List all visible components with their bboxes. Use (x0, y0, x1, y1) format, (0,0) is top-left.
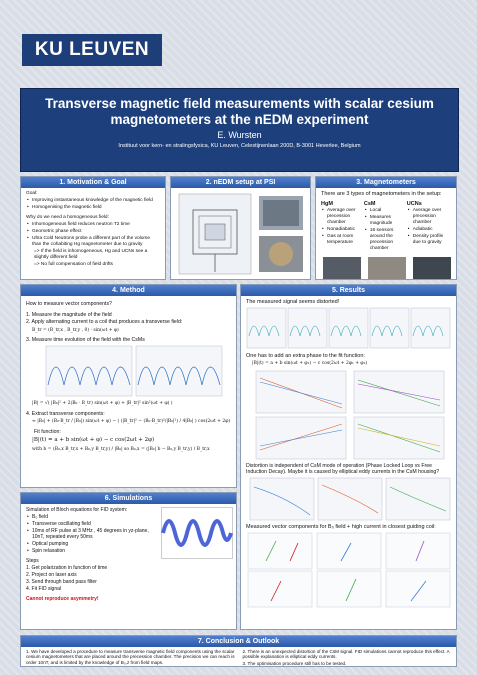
text: 4. Fit FID signal (26, 586, 62, 592)
bullet: Nonadiabatic (321, 227, 361, 233)
bullet: Local (364, 208, 404, 214)
section-title: 6. Simulations (21, 493, 236, 504)
text: 1. Measure the magnitude of the field (26, 311, 112, 318)
bullet: Inhomogeneous field reduces neutron T2 t… (26, 222, 160, 228)
bullet: Average over precession chamber (321, 208, 361, 226)
bullet: Measures magnitude (364, 215, 404, 227)
section-title: 4. Method (21, 285, 236, 296)
setup-diagram (178, 193, 303, 275)
text: Measured vector components for B₀ field … (246, 523, 436, 530)
text: 3. Measure time evolution of the field w… (26, 337, 145, 343)
text: => If the field is inhomogeneous, Hg and… (34, 249, 148, 260)
signal-plots (246, 307, 451, 349)
text: Steps (26, 558, 39, 564)
text: Fit function: (34, 428, 61, 435)
warning: Cannot reproduce asymmetry! (26, 596, 99, 602)
section-simulations: 6. Simulations Simulation of Bloch equat… (20, 492, 237, 630)
magnetometer-photos (323, 257, 451, 279)
institute: Instituut voor kern- en stralingsfysica,… (118, 143, 361, 149)
column-title: UCNs (406, 201, 422, 207)
section-title: 5. Results (241, 285, 456, 296)
bullet: Average over precession chamber (407, 208, 447, 226)
text: 3. Send through band pass filter (26, 579, 97, 585)
title: Transverse magnetic field measurements w… (45, 96, 434, 127)
text: Simulation of Bloch equations for FID sy… (26, 507, 128, 513)
equation: |B|(t) = a + b sin(ωt + φ) − c cos(2ωt +… (32, 437, 155, 443)
bullet: 16 sensors around the precession chamber (364, 228, 404, 252)
bullet: Homogenising the magnetic field (26, 205, 160, 211)
bullet: Density profile due to gravity (407, 234, 447, 246)
simulation-plot (161, 507, 233, 559)
equation: with b = (B₀,x B_tr,x + B₀,y B_tr,y) / |… (32, 446, 210, 452)
column-title: HgM (321, 201, 333, 207)
column-title: CsM (363, 201, 376, 207)
bullet: Optical pumping (26, 541, 156, 547)
equation: |B| = √( |B₀|² + 2(B₀ · B_tr) sin(ωt + φ… (32, 401, 173, 406)
bullet: Improving instantaneous knowledge of the… (26, 198, 160, 204)
section-motivation: 1. Motivation & Goal Goal: Improving ins… (20, 176, 166, 280)
section-results: 5. Results The measured signal seems dis… (240, 284, 457, 630)
text: Distortion is independent of CsM mode of… (246, 463, 440, 476)
text: Goal: (26, 191, 38, 196)
bullet: Gas at room temperature (321, 234, 361, 246)
text: => No full compensation of field drifts (34, 262, 113, 267)
bullet: 10ms of RF pulse at 3 MHz , 45 degrees i… (26, 528, 156, 540)
section-setup: 2. nEDM setup at PSI (170, 176, 311, 280)
equation: |B|(t) = a + b sin(ωt + φ₁) − c cos(2ωt … (252, 361, 368, 366)
text: Why do we need a homogeneous field: (26, 215, 109, 220)
equation: B_tr = (B_tr,x , B_tr,y , 0) · sin(ωt + … (32, 327, 119, 333)
text: There are 3 types of magnetometers in th… (321, 191, 442, 197)
section-conclusion: 7. Conclusion & Outlook 1. We have devel… (20, 635, 457, 667)
method-plots (45, 345, 223, 396)
fit-plots (255, 370, 445, 460)
text: 3. The optimisation procedure still has … (242, 660, 347, 666)
bullet: Spin relaxation (26, 548, 156, 554)
section-title: 7. Conclusion & Outlook (21, 636, 456, 647)
section-method: 4. Method How to measure vector componen… (20, 284, 237, 488)
author: E. Wursten (217, 130, 262, 140)
text: 1. Get polarization in function of time (26, 565, 108, 571)
section-title: 1. Motivation & Goal (21, 177, 165, 188)
title-box: Transverse magnetic field measurements w… (20, 88, 459, 172)
mode-plots (249, 477, 451, 520)
bullet: Adiabatic (407, 227, 447, 233)
equation: ≈ |B₀| + (B₀·B_tr / |B₀|) sin(ωt + φ) − … (32, 419, 231, 424)
bullet: B₀ field (26, 514, 156, 520)
section-magnetometers: 3. Magnetometers There are 3 types of ma… (315, 176, 457, 280)
logo: KU LEUVEN (22, 34, 162, 66)
text: 2. There is an unexpected distortion of … (242, 649, 450, 660)
section-title: 2. nEDM setup at PSI (171, 177, 310, 188)
bullet: Ultra Cold Neutrons probe a different pa… (26, 236, 160, 248)
text: 2. Project on laser axis (26, 572, 77, 578)
bullet: Geometric phase effect (26, 229, 160, 235)
text: One has to add an extra phase to the fit… (246, 353, 365, 359)
text: 1. We have developed a procedure to meas… (26, 649, 235, 665)
bullet: Transverse oscillating field (26, 521, 156, 527)
vector-plots (247, 532, 451, 607)
text: The measured signal seems distorted! (246, 299, 340, 305)
text: 2. Apply alternating current to a coil t… (26, 319, 183, 325)
text: 4. Extract transverse components: (26, 410, 105, 417)
text: How to measure vector components? (26, 301, 112, 307)
section-title: 3. Magnetometers (316, 177, 456, 188)
